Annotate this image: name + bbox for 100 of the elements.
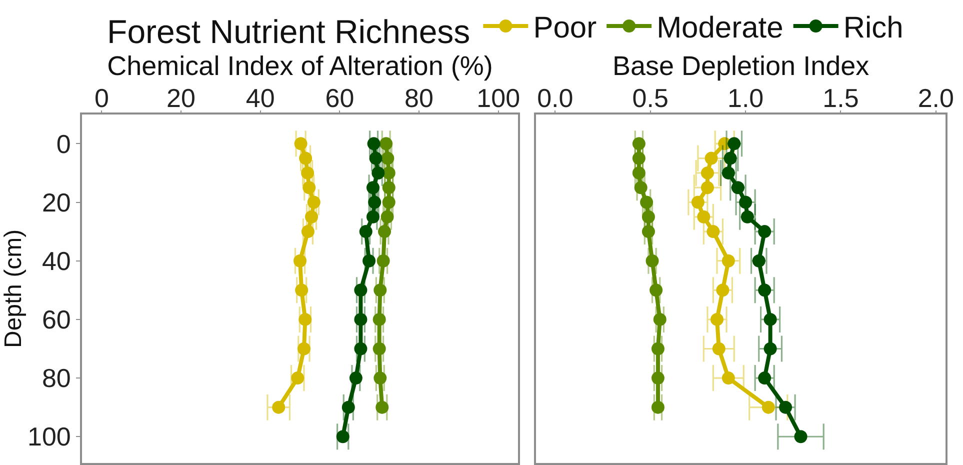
point <box>650 284 663 297</box>
point <box>640 196 654 209</box>
point <box>374 284 387 297</box>
x-tick-label: 20 <box>166 83 196 114</box>
point <box>354 342 368 356</box>
legend-label: Moderate <box>656 12 784 45</box>
y-tick-label: 20 <box>42 187 71 218</box>
point <box>642 225 655 238</box>
point <box>372 166 385 180</box>
point <box>380 137 393 150</box>
point <box>374 372 387 385</box>
x-axis-title: Base Depletion Index <box>612 50 870 81</box>
x-tick-label: 0.5 <box>632 83 668 114</box>
point <box>336 430 350 444</box>
point <box>691 196 704 209</box>
point <box>762 400 775 414</box>
point <box>376 254 390 268</box>
point <box>359 225 372 238</box>
point <box>758 284 772 297</box>
point <box>382 196 396 209</box>
y-tick-label: 100 <box>28 422 71 452</box>
point <box>294 254 307 268</box>
point <box>740 210 754 224</box>
point <box>700 166 714 180</box>
point <box>297 342 310 356</box>
point <box>716 284 730 297</box>
point <box>642 210 655 224</box>
point <box>764 312 777 326</box>
point <box>366 181 380 194</box>
point <box>366 210 380 224</box>
point <box>380 210 394 224</box>
x-tick-label: 1.5 <box>822 83 859 114</box>
point <box>301 225 314 238</box>
point <box>779 400 792 414</box>
x-tick-label: 60 <box>325 83 354 114</box>
x-tick-label: 2.0 <box>918 83 954 114</box>
x-tick-label: 80 <box>404 83 434 114</box>
point <box>722 254 735 268</box>
point <box>298 312 312 326</box>
point <box>697 210 710 224</box>
point <box>651 342 664 356</box>
legend-label: Rich <box>843 12 904 45</box>
x-tick-label: 0.0 <box>537 83 574 114</box>
legend-title: Forest Nutrient Richness <box>107 12 470 50</box>
point <box>758 225 772 238</box>
point <box>367 137 380 150</box>
point <box>722 166 735 180</box>
point <box>307 196 320 209</box>
point <box>372 342 386 356</box>
point <box>378 225 392 238</box>
point <box>646 254 659 268</box>
point <box>764 342 777 356</box>
point <box>349 372 362 385</box>
point <box>305 210 318 224</box>
point <box>376 400 389 414</box>
y-axis-title: Depth (cm) <box>0 229 27 348</box>
x-tick-label: 0 <box>94 83 109 114</box>
point <box>712 342 726 356</box>
point <box>362 254 376 268</box>
point <box>651 372 664 385</box>
point <box>632 152 646 165</box>
point <box>731 181 744 194</box>
point <box>354 284 368 297</box>
y-tick-label: 0 <box>56 128 71 159</box>
point <box>368 196 382 209</box>
point <box>294 137 308 150</box>
y-tick-label: 40 <box>42 246 71 276</box>
legend-label: Poor <box>533 12 597 45</box>
point <box>700 181 714 194</box>
point <box>724 152 737 165</box>
x-axis-title: Chemical Index of Alteration (%) <box>107 50 493 81</box>
point <box>381 152 394 165</box>
point <box>632 166 646 180</box>
point <box>272 400 286 414</box>
point <box>722 372 735 385</box>
point <box>342 400 355 414</box>
point <box>369 152 382 165</box>
y-tick-label: 80 <box>42 363 71 394</box>
point <box>653 312 666 326</box>
point <box>651 400 664 414</box>
point <box>382 181 396 194</box>
point <box>739 196 752 209</box>
x-tick-label: 1.0 <box>727 83 764 114</box>
point <box>354 312 368 326</box>
point <box>301 166 314 180</box>
x-tick-label: 40 <box>246 83 275 114</box>
point <box>758 372 772 385</box>
point <box>710 312 724 326</box>
point <box>302 181 316 194</box>
point <box>704 152 718 165</box>
point <box>634 181 648 194</box>
point <box>372 312 386 326</box>
point <box>295 284 308 297</box>
point <box>299 152 312 165</box>
point <box>632 137 646 150</box>
point <box>291 372 304 385</box>
point <box>794 430 808 444</box>
point <box>382 166 396 180</box>
x-tick-label: 100 <box>476 83 520 114</box>
point <box>706 225 720 238</box>
